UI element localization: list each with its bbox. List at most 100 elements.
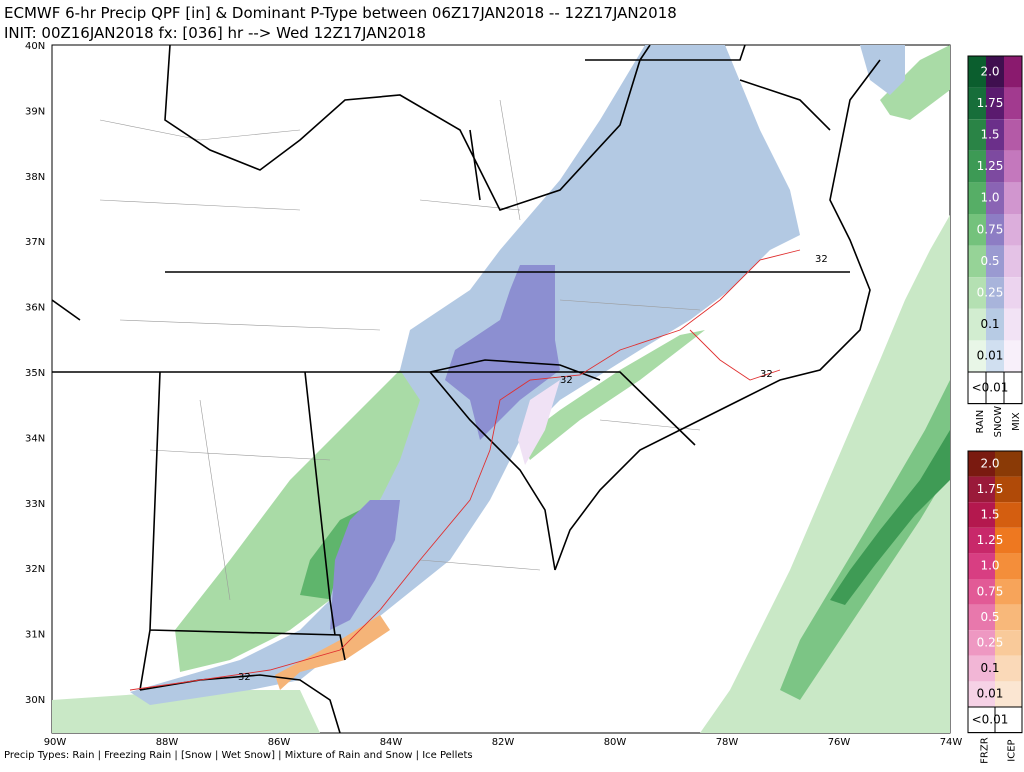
legend-swatch [1004,245,1022,278]
lat-label: 31N [25,630,45,641]
legend-swatch [968,119,986,151]
legend-swatch [968,56,986,88]
legend-swatch [986,150,1004,183]
legend-swatch [968,527,995,554]
contour-label: 32 [238,672,251,683]
legend-swatch [995,655,1022,682]
rain-band-east [520,330,705,460]
legend-swatch [968,150,986,183]
legend-swatch [968,630,995,656]
legend-swatch [1004,182,1022,214]
legend-label: 1.75 [977,482,1004,496]
footer: Precip Types: Rain | Freezing Rain | [Sn… [4,750,473,761]
legend-swatch [1004,277,1022,309]
freezing-contour [129,249,801,691]
rain-coast [52,690,320,733]
legend-label: 2.0 [980,456,999,470]
lat-label: 30N [25,695,45,706]
lon-label: 80W [604,737,627,748]
legend-swatch [968,604,995,631]
legend-swatch [986,119,1004,151]
ocean-rain-heavy [780,380,950,700]
legend-column: SNOW [993,406,1004,438]
legend-swatch [986,277,1004,309]
lon-label: 74W [940,737,963,748]
legend-swatch [968,579,995,605]
legend-column: FRZR [980,737,991,764]
legend-swatch [986,56,1004,88]
legend-swatch [1004,87,1022,120]
legend-label: 0.25 [977,636,1004,650]
heavy-snow [445,265,560,440]
legend-label: 1.25 [977,159,1004,173]
mix [518,380,560,465]
legend-swatch [968,182,986,214]
legend-frame [967,55,1023,405]
legend-swatch [995,604,1022,631]
legend-label: <0.01 [972,712,1009,726]
legend-swatch [995,553,1022,579]
contour-label: 32 [760,369,773,380]
legend-label: 0.75 [977,222,1004,236]
legend-swatch [995,630,1022,656]
rain-ne [880,45,950,120]
lon-label: 82W [492,737,515,748]
legend-swatch [968,214,986,246]
map: 32 32 32 32 [51,44,951,734]
ocean-rain-core [830,430,950,605]
legend-swatch [968,655,995,682]
lat-label: 32N [25,564,45,575]
legend-column: ICEP [1007,739,1018,761]
legend-swatch [968,340,986,372]
snow-ne [860,45,905,95]
legend-swatch [968,476,995,503]
ocean-rain [700,215,950,733]
legend-label: 1.75 [977,96,1004,110]
legend-label: 2.0 [980,64,999,78]
lat-label: 34N [25,433,45,444]
title: ECMWF 6-hr Precip QPF [in] & Dominant P-… [4,4,677,22]
legend-label: 1.0 [980,191,999,205]
lat-label: 35N [25,368,45,379]
lon-label: 88W [156,737,179,748]
lat-label: 33N [25,499,45,510]
legend-swatch [986,214,1004,246]
contour-label: 32 [815,254,828,265]
legend-label: 0.75 [977,584,1004,598]
subtitle: INIT: 00Z16JAN2018 fx: [036] hr --> Wed … [4,24,426,42]
lon-label: 90W [44,737,67,748]
legend-label: 0.5 [980,610,999,624]
state-borders [52,45,850,691]
axes: 40N 39N 38N 37N 36N 35N 34N 33N 32N 31N 30N 90W 88W 8… [25,41,962,748]
lon-label: 84W [380,737,403,748]
legend-swatch [986,245,1004,278]
legend-swatch [968,502,995,528]
legend-swatch [968,451,995,477]
lat-label: 38N [25,172,45,183]
legend-swatch [994,706,1023,734]
legend-swatch [1004,56,1022,88]
legend-label: 0.01 [977,349,1004,363]
legend-swatch [995,502,1022,528]
legend-frame [967,450,1023,734]
legend-label: 1.0 [980,559,999,573]
legend-swatch [968,681,995,707]
legend-swatch [995,451,1022,477]
legend-swatch [968,553,995,579]
legend-label: 0.1 [980,661,999,675]
legend-swatch [986,340,1004,372]
legend-swatch [995,527,1022,554]
legend-swatch [1004,150,1022,183]
legend-label: 0.1 [980,317,999,331]
legend-swatch [986,308,1004,341]
legend-swatch [986,182,1004,214]
rain-band [175,360,440,672]
lon-label: 86W [268,737,291,748]
legend-label: 0.5 [980,254,999,268]
heavy-snow-south [330,500,400,630]
legends: 2.0 1.75 1.5 1.25 1.0 0.75 0.5 0.25 0.1 0.01 <0.01… [967,55,1023,764]
legend-swatch [986,87,1004,120]
legend-swatch [995,476,1022,503]
